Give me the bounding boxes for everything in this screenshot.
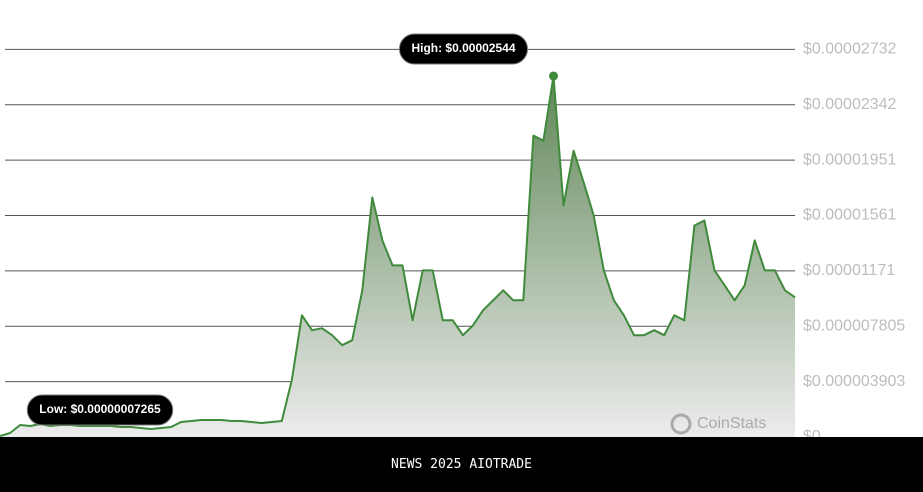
low-badge: Low: $0.00000007265: [26, 394, 174, 426]
price-line: [0, 75, 796, 437]
high-badge-bg: [398, 33, 529, 65]
y-tick-label: $0.00001171: [803, 262, 895, 279]
watermark: CoinStats: [670, 413, 766, 435]
low-badge-text: Low: $0.00000007265: [39, 402, 161, 416]
watermark-text: CoinStats: [697, 415, 766, 432]
area-fill: [0, 76, 795, 437]
low-badge-bg: [26, 394, 174, 426]
y-tick-label: $0.00002342: [803, 96, 897, 113]
footer: NEWS 2025 AIOTRADE: [0, 437, 923, 492]
chart: $0 $0.000003903 $0.000007805 $0.00001171 $0.…: [0, 33, 905, 437]
y-tick-label: $0: [803, 428, 821, 437]
y-tick-label: $0.00002732: [803, 41, 897, 58]
y-tick-label: $0.000003903: [803, 373, 905, 390]
high-badge: High: $0.00002544: [398, 33, 529, 65]
high-point: [548, 71, 558, 81]
y-tick-label: $0.00001951: [803, 151, 897, 168]
high-badge-text: High: $0.00002544: [411, 41, 515, 55]
y-tick-label: $0.00001561: [803, 207, 897, 224]
y-tick-label: $0.000007805: [803, 317, 905, 334]
